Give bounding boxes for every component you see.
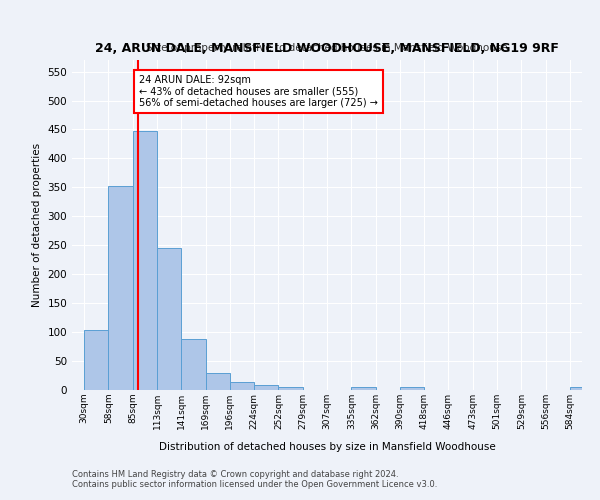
Bar [254,385,278,390]
Bar [157,248,181,390]
Bar [109,186,133,390]
Bar [230,382,254,390]
Title: 24, ARUN DALE, MANSFIELD WOODHOUSE, MANSFIELD, NG19 9RF: 24, ARUN DALE, MANSFIELD WOODHOUSE, MANS… [95,42,559,54]
Bar [278,387,303,390]
Bar [400,387,424,390]
Bar [206,372,230,390]
Y-axis label: Number of detached properties: Number of detached properties [32,143,42,307]
Bar [133,130,157,390]
Bar [351,387,376,390]
Text: Distribution of detached houses by size in Mansfield Woodhouse: Distribution of detached houses by size … [158,442,496,452]
Text: Contains HM Land Registry data © Crown copyright and database right 2024.: Contains HM Land Registry data © Crown c… [72,470,398,479]
Text: Size of property relative to detached houses in Mansfield Woodhouse: Size of property relative to detached ho… [146,44,508,54]
Text: Contains public sector information licensed under the Open Government Licence v3: Contains public sector information licen… [72,480,437,489]
Bar [570,387,594,390]
Bar [181,339,206,390]
Bar [84,330,109,390]
Text: 24 ARUN DALE: 92sqm
← 43% of detached houses are smaller (555)
56% of semi-detac: 24 ARUN DALE: 92sqm ← 43% of detached ho… [139,75,377,108]
